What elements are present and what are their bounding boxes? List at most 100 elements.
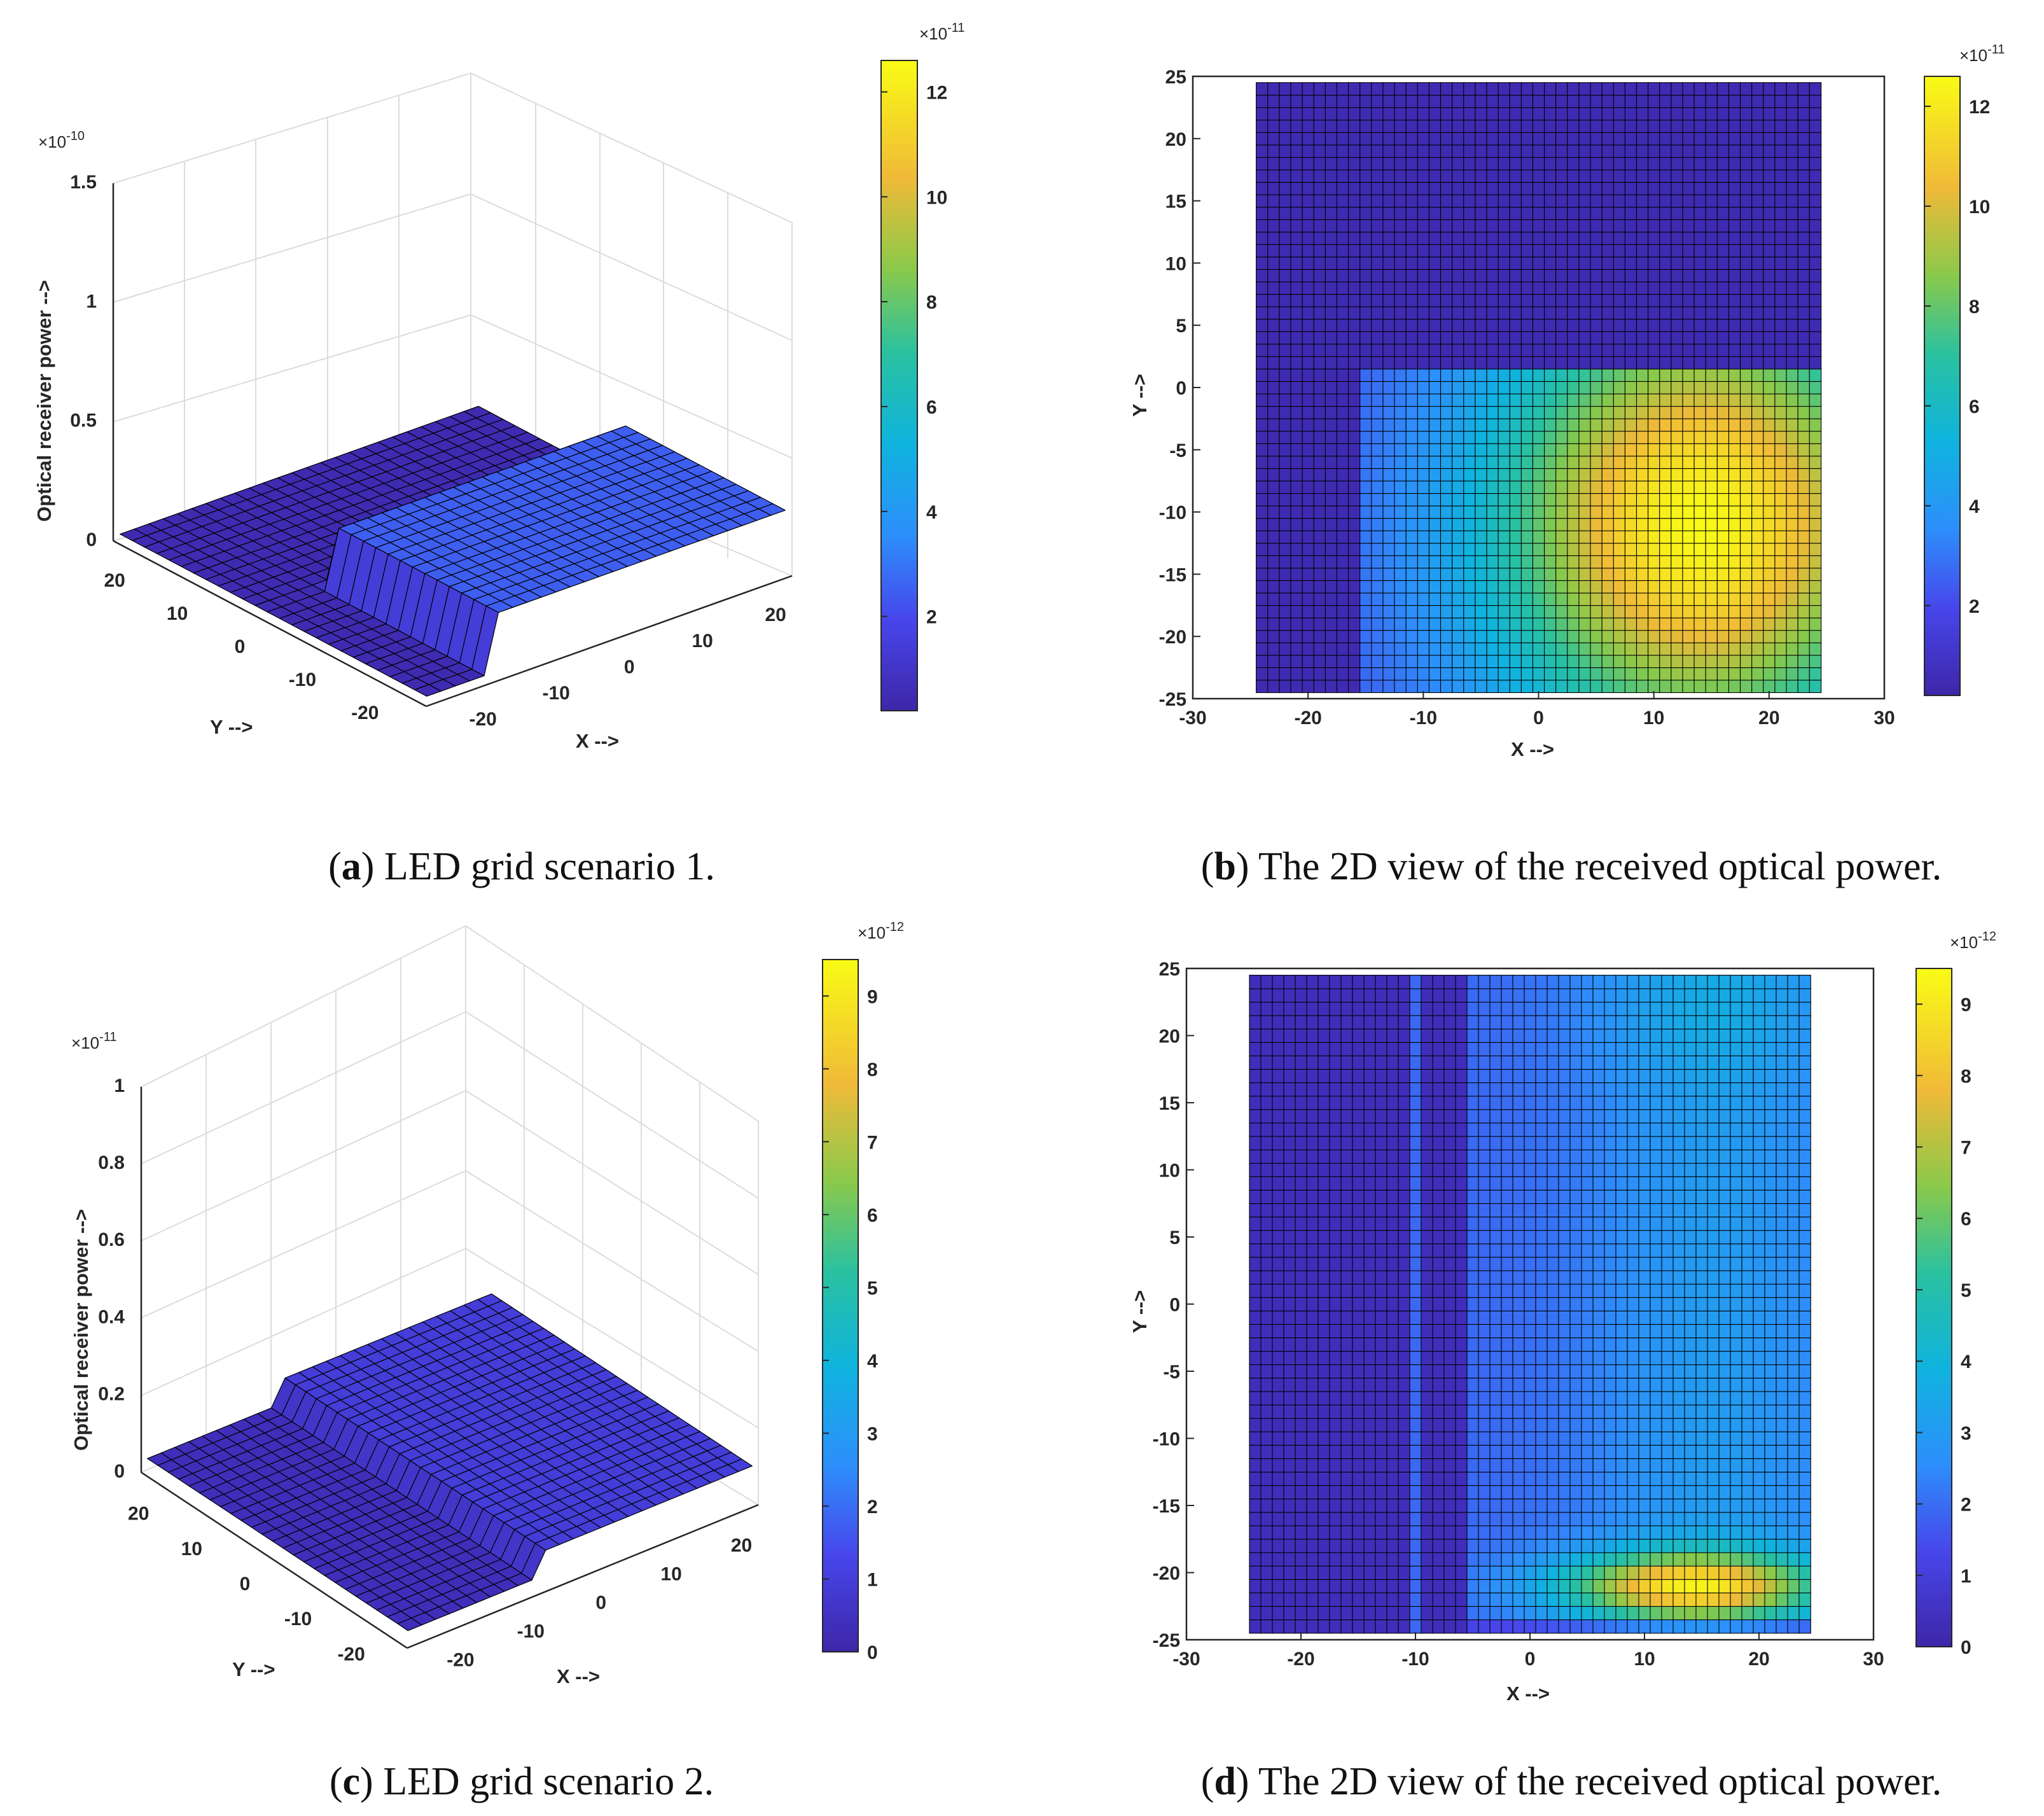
heatmap-cell bbox=[1279, 119, 1291, 133]
heatmap-cell bbox=[1440, 430, 1453, 444]
heatmap-cell bbox=[1774, 82, 1787, 96]
heatmap-cell bbox=[1489, 1042, 1502, 1057]
heatmap-cell bbox=[1463, 343, 1476, 357]
heatmap-cell bbox=[1578, 381, 1591, 395]
heatmap-cell bbox=[1295, 1095, 1307, 1110]
heatmap-cell bbox=[1705, 492, 1718, 506]
heatmap-cell bbox=[1279, 456, 1291, 469]
heatmap-cell bbox=[1797, 654, 1811, 668]
heatmap-cell bbox=[1336, 219, 1349, 233]
heatmap-cell bbox=[1428, 542, 1442, 556]
heatmap-cell bbox=[1428, 642, 1442, 656]
heatmap-cell bbox=[1509, 194, 1522, 208]
heatmap-cell bbox=[1509, 356, 1522, 370]
heatmap-cell bbox=[1797, 505, 1811, 519]
heatmap-cell bbox=[1512, 1444, 1525, 1460]
heatmap-cell bbox=[1394, 555, 1407, 569]
heatmap-cell bbox=[1682, 580, 1695, 594]
heatmap-cell bbox=[1260, 1619, 1273, 1634]
heatmap-cell bbox=[1555, 381, 1568, 395]
heatmap-cell bbox=[1317, 1109, 1330, 1124]
heatmap-cell bbox=[1693, 592, 1707, 606]
heatmap-cell bbox=[1544, 393, 1557, 407]
heatmap-cell bbox=[1774, 604, 1787, 618]
heatmap-cell bbox=[1432, 1042, 1445, 1057]
heatmap-cell bbox=[1567, 642, 1580, 656]
heatmap-cell bbox=[1532, 443, 1545, 457]
heatmap-cell bbox=[1394, 505, 1407, 519]
heatmap-cell bbox=[1509, 480, 1522, 494]
heatmap-cell bbox=[1578, 430, 1591, 444]
heatmap-cell bbox=[1486, 381, 1499, 395]
heatmap-cell bbox=[1313, 680, 1326, 694]
heatmap-cell bbox=[1659, 318, 1672, 332]
heatmap-cell bbox=[1283, 1055, 1296, 1070]
heatmap-cell bbox=[1405, 94, 1419, 108]
heatmap-cell bbox=[1498, 231, 1511, 245]
heatmap-cell bbox=[1555, 318, 1568, 332]
heatmap-cell bbox=[1405, 194, 1419, 208]
heatmap-cell bbox=[1486, 306, 1499, 320]
heatmap-cell bbox=[1797, 568, 1811, 582]
heatmap-cell bbox=[1555, 393, 1568, 407]
heatmap-cell bbox=[1544, 206, 1557, 220]
heatmap-cell bbox=[1371, 405, 1384, 419]
heatmap-cell bbox=[1317, 1391, 1330, 1406]
heatmap-cell bbox=[1555, 604, 1568, 618]
heatmap-cell bbox=[1455, 1297, 1468, 1311]
heatmap-cell bbox=[1306, 1592, 1319, 1607]
heatmap-cell bbox=[1601, 629, 1615, 643]
heatmap-cell bbox=[1279, 318, 1291, 332]
heatmap-cell bbox=[1352, 1458, 1365, 1473]
heatmap-cell bbox=[1256, 306, 1269, 320]
heatmap-cell bbox=[1306, 1095, 1319, 1110]
heatmap-cell bbox=[1463, 144, 1476, 158]
heatmap-cell bbox=[1375, 1216, 1387, 1231]
heatmap-cell bbox=[1409, 1431, 1422, 1446]
heatmap-cell bbox=[1648, 82, 1660, 96]
heatmap-cell bbox=[1498, 393, 1511, 407]
heatmap-cell bbox=[1466, 1324, 1479, 1339]
heatmap-cell bbox=[1659, 219, 1672, 233]
heatmap-cell bbox=[1352, 1257, 1365, 1271]
heatmap-cell bbox=[1532, 580, 1545, 594]
heatmap-cell bbox=[1532, 181, 1545, 195]
heatmap-cell bbox=[1498, 456, 1511, 469]
heatmap-cell bbox=[1648, 331, 1660, 345]
y-tick-label: 20 bbox=[1165, 129, 1186, 150]
heatmap-cell bbox=[1489, 1552, 1502, 1567]
heatmap-cell bbox=[1295, 1136, 1307, 1150]
heatmap-cell bbox=[1671, 306, 1683, 320]
heatmap-cell bbox=[1463, 181, 1476, 195]
heatmap-cell bbox=[1398, 1243, 1410, 1258]
heatmap-cell bbox=[1283, 1216, 1296, 1231]
heatmap-cell bbox=[1386, 1055, 1399, 1070]
heatmap-cell bbox=[1478, 1216, 1491, 1231]
heatmap-cell bbox=[1375, 1203, 1387, 1218]
heatmap-cell bbox=[1394, 542, 1407, 556]
heatmap-cell bbox=[1405, 604, 1419, 618]
heatmap-cell bbox=[1567, 269, 1580, 283]
heatmap-cell bbox=[1509, 443, 1522, 457]
heatmap-cell bbox=[1267, 94, 1280, 108]
heatmap-cell bbox=[1751, 629, 1764, 643]
heatmap-cell bbox=[1636, 430, 1649, 444]
heatmap-cell bbox=[1705, 331, 1718, 345]
heatmap-cell bbox=[1520, 480, 1534, 494]
heatmap-cell bbox=[1336, 318, 1349, 332]
heatmap-cell bbox=[1716, 418, 1730, 432]
heatmap-cell bbox=[1329, 1068, 1342, 1084]
heatmap-cell bbox=[1613, 281, 1626, 295]
heatmap-cell bbox=[1659, 281, 1672, 295]
heatmap-cell bbox=[1498, 306, 1511, 320]
heatmap-cell bbox=[1705, 82, 1718, 96]
heatmap-cell bbox=[1501, 1109, 1513, 1124]
heatmap-cell bbox=[1324, 343, 1338, 357]
heatmap-cell bbox=[1267, 356, 1280, 370]
heatmap-cell bbox=[1763, 368, 1776, 382]
heatmap-cell bbox=[1260, 1364, 1273, 1379]
heatmap-cell bbox=[1359, 194, 1372, 208]
heatmap-cell bbox=[1452, 505, 1464, 519]
panel-b-ylabel: Y --> bbox=[1129, 374, 1151, 417]
heatmap-cell bbox=[1624, 169, 1637, 183]
